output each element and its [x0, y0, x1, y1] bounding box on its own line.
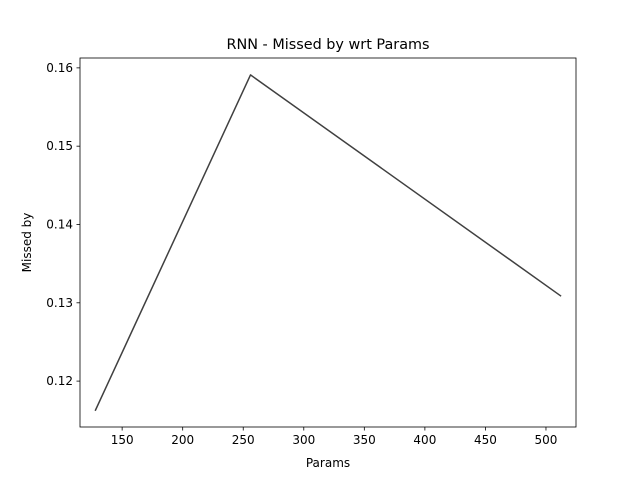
x-tick-label: 450: [474, 433, 497, 447]
plot-area: [80, 58, 576, 427]
x-tick-label: 300: [292, 433, 315, 447]
x-axis-label: Params: [306, 456, 350, 470]
x-tick-label: 200: [171, 433, 194, 447]
y-tick-label: 0.16: [46, 61, 73, 75]
plot-frame: [79, 57, 577, 428]
y-axis-ticks: 0.12 0.13 0.14 0.15 0.16: [46, 61, 80, 388]
y-tick-label: 0.12: [46, 374, 73, 388]
y-axis-label: Missed by: [20, 213, 34, 273]
y-tick-label: 0.15: [46, 139, 73, 153]
x-tick-label: 400: [413, 433, 436, 447]
y-tick-label: 0.14: [46, 217, 73, 231]
y-tick-label: 0.13: [46, 296, 73, 310]
x-axis-ticks: 150 200 250 300 350 400 450 500: [111, 427, 558, 447]
x-tick-label: 500: [535, 433, 558, 447]
x-tick-label: 250: [232, 433, 255, 447]
x-tick-label: 150: [111, 433, 134, 447]
chart-title: RNN - Missed by wrt Params: [226, 37, 429, 53]
x-tick-label: 350: [353, 433, 376, 447]
series-layer: [94, 74, 562, 412]
